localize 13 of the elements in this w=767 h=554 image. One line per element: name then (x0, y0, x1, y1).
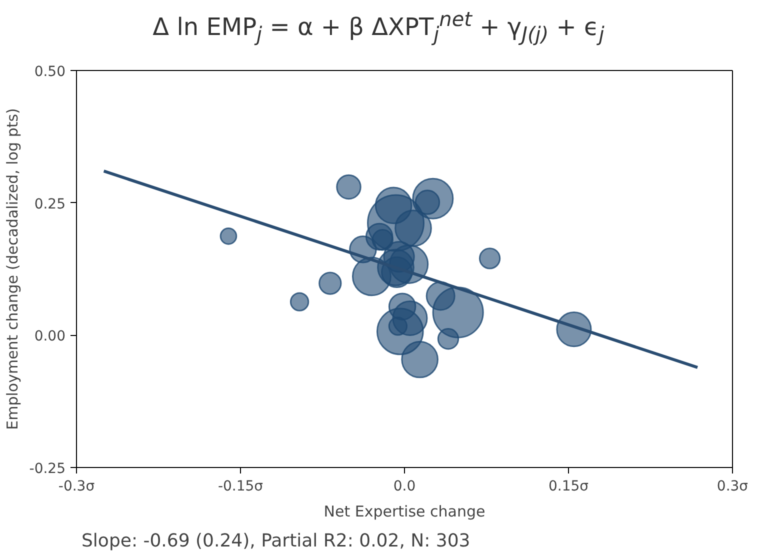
x-tick-label: -0.3σ (58, 478, 95, 494)
y-tick-label: 0.00 (34, 328, 66, 345)
x-tick-label: 0.15σ (548, 478, 589, 494)
y-axis-title: Employment change (decadalized, log pts) (3, 108, 22, 430)
chart-title: Δ ln EMP$_{j}$ = α + β ΔXPT$_{j}$$^{net}$ + γ$_{J(j)}$ + ϵ$_{j}$ (152, 7, 604, 46)
x-tick-label: -0.15σ (218, 478, 264, 494)
y-tick-label: 0.50 (34, 64, 66, 80)
x-tick-label: 0.0 (393, 478, 416, 494)
y-tick-label: -0.25 (29, 461, 66, 477)
y-tick-label: 0.25 (34, 196, 66, 212)
text: Slope: -0.69 (0.24), Partial R2: 0.02, N: 303 (82, 530, 470, 552)
x-axis-title: Net Expertise change (324, 502, 486, 520)
x-tick-label: 0.3σ (716, 478, 748, 494)
